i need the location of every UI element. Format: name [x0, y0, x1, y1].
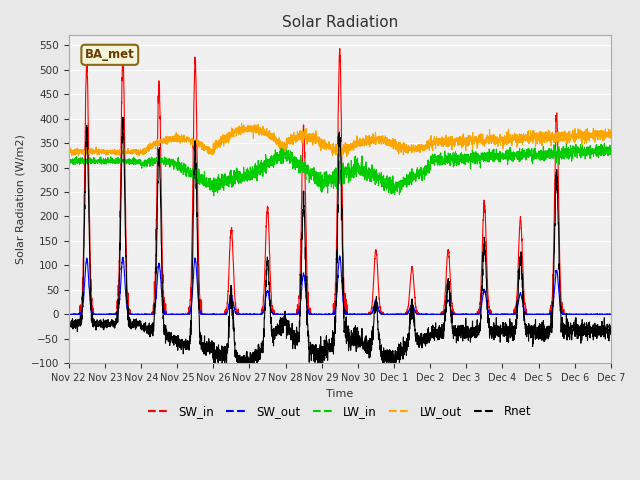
- Y-axis label: Solar Radiation (W/m2): Solar Radiation (W/m2): [15, 134, 25, 264]
- Title: Solar Radiation: Solar Radiation: [282, 15, 398, 30]
- Legend: SW_in, SW_out, LW_in, LW_out, Rnet: SW_in, SW_out, LW_in, LW_out, Rnet: [143, 401, 536, 423]
- Text: BA_met: BA_met: [85, 48, 134, 61]
- X-axis label: Time: Time: [326, 389, 353, 399]
